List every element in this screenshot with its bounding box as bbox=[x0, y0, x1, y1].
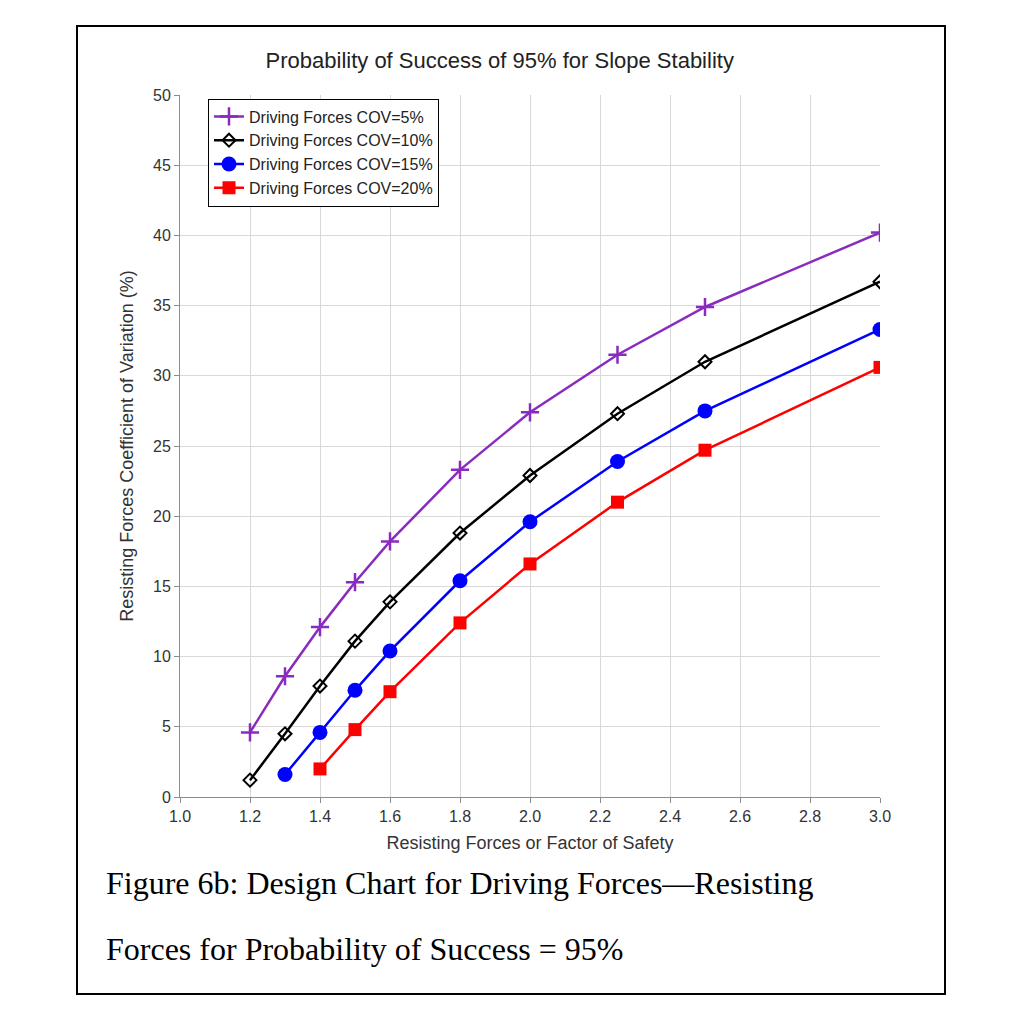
svg-text:Driving Forces COV=20%: Driving Forces COV=20% bbox=[249, 180, 433, 197]
svg-text:Driving Forces COV=10%: Driving Forces COV=10% bbox=[249, 132, 433, 149]
svg-text:0: 0 bbox=[162, 789, 171, 806]
svg-text:5: 5 bbox=[162, 718, 171, 735]
svg-text:35: 35 bbox=[153, 297, 171, 314]
svg-text:Driving Forces COV=15%: Driving Forces COV=15% bbox=[249, 156, 433, 173]
svg-text:2.0: 2.0 bbox=[519, 808, 541, 825]
svg-text:40: 40 bbox=[153, 227, 171, 244]
svg-text:1.8: 1.8 bbox=[449, 808, 471, 825]
svg-text:2.4: 2.4 bbox=[659, 808, 681, 825]
svg-text:25: 25 bbox=[153, 438, 171, 455]
svg-text:Probability of Success of 95%: Probability of Success of 95% for Slope … bbox=[266, 48, 734, 73]
svg-text:15: 15 bbox=[153, 578, 171, 595]
svg-text:2.8: 2.8 bbox=[799, 808, 821, 825]
svg-text:10: 10 bbox=[153, 648, 171, 665]
svg-text:1.6: 1.6 bbox=[379, 808, 401, 825]
svg-text:Driving Forces COV=5%: Driving Forces COV=5% bbox=[249, 109, 424, 126]
svg-text:1.0: 1.0 bbox=[169, 808, 191, 825]
html-text:Figure 6b: Design Chart for Dr: Figure 6b: Design Chart for Driving Forc… bbox=[106, 865, 814, 967]
svg-text:3.0: 3.0 bbox=[869, 808, 891, 825]
svg-text:45: 45 bbox=[153, 157, 171, 174]
svg-text:Resisting Forces or Factor of: Resisting Forces or Factor of Safety bbox=[386, 833, 673, 853]
svg-text:30: 30 bbox=[153, 367, 171, 384]
svg-text:1.2: 1.2 bbox=[239, 808, 261, 825]
svg-text:Resisting Forces Coefficient o: Resisting Forces Coefficient of Variatio… bbox=[117, 270, 137, 621]
svg-text:2.2: 2.2 bbox=[589, 808, 611, 825]
svg-text:50: 50 bbox=[153, 87, 171, 104]
svg-text:1.4: 1.4 bbox=[309, 808, 331, 825]
svg-text:20: 20 bbox=[153, 508, 171, 525]
svg-text:2.6: 2.6 bbox=[729, 808, 751, 825]
